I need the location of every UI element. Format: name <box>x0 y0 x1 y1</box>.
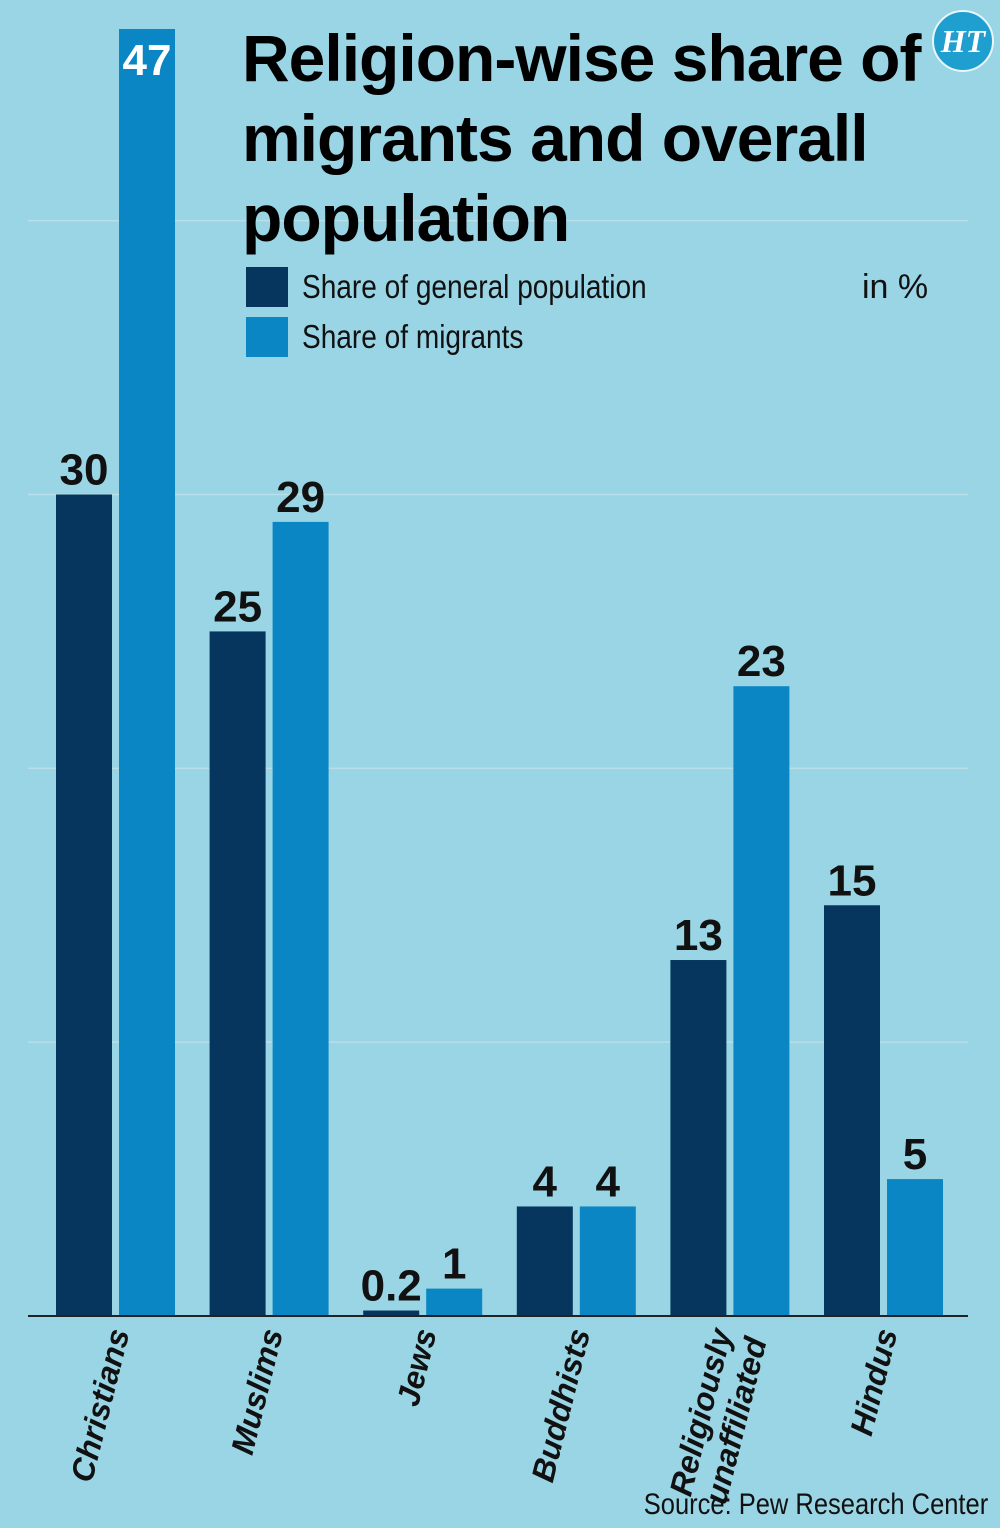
category-label: Christians <box>64 1325 137 1486</box>
bar-migrants-5 <box>887 1179 943 1316</box>
bar-general-population-2 <box>363 1310 420 1316</box>
legend-swatch-general-population <box>246 267 288 307</box>
data-label: 30 <box>60 446 109 495</box>
bar-general-population-4 <box>670 960 727 1316</box>
data-label: 47 <box>123 36 172 85</box>
legend-label-migrants: Share of migrants <box>302 318 524 355</box>
legend-swatch-migrants <box>246 317 288 357</box>
data-label: 4 <box>596 1157 621 1206</box>
bar-general-population-3 <box>516 1206 573 1316</box>
bar-migrants-0 <box>119 29 175 1316</box>
unit-label: in % <box>862 268 929 306</box>
bar-general-population-0 <box>56 494 112 1317</box>
bar-migrants-1 <box>272 521 329 1316</box>
legend-item-general-population: Share of general population <box>246 262 707 312</box>
source-note: Source: Pew Research Center <box>643 1488 988 1521</box>
bar-general-population-1 <box>209 631 266 1316</box>
data-label: 0.2 <box>361 1262 422 1311</box>
category-label: Buddhists <box>524 1325 597 1485</box>
ht-logo-icon: HT <box>932 10 994 72</box>
data-label: 25 <box>213 582 262 631</box>
data-label: 13 <box>674 911 723 960</box>
data-label: 29 <box>276 473 325 522</box>
data-label: 5 <box>903 1130 927 1179</box>
data-label: 1 <box>442 1240 466 1289</box>
bar-migrants-4 <box>733 686 790 1316</box>
data-label: 4 <box>533 1157 558 1206</box>
chart-title: Religion-wise share of migrants and over… <box>242 21 921 255</box>
data-label: 23 <box>737 637 786 686</box>
bar-general-population-5 <box>824 905 880 1316</box>
bar-migrants-3 <box>579 1206 636 1316</box>
category-label: Jews <box>390 1325 444 1410</box>
legend-item-migrants: Share of migrants <box>246 312 707 362</box>
legend: Share of general population Share of mig… <box>246 262 707 362</box>
data-label: 15 <box>828 856 877 905</box>
category-label: Religiouslyunaffiliated <box>662 1323 774 1508</box>
category-label: Muslims <box>224 1325 290 1458</box>
legend-label-general-population: Share of general population <box>302 268 647 305</box>
bar-migrants-2 <box>426 1288 483 1316</box>
category-label: Hindus <box>843 1325 904 1439</box>
